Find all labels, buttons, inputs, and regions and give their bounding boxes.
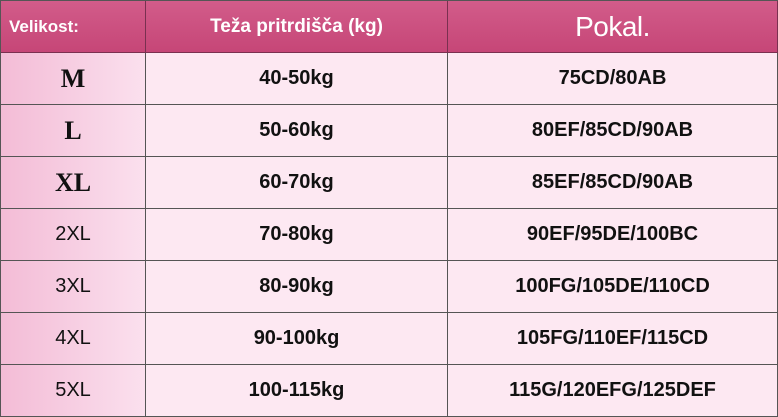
size-cell: 5XL bbox=[1, 365, 146, 417]
size-cell: M bbox=[1, 53, 146, 105]
header-cell: Teža pritrdišča (kg) bbox=[146, 1, 448, 53]
size-cell: L bbox=[1, 105, 146, 157]
table-cell: 100-115kg bbox=[146, 365, 448, 417]
table-cell: 90EF/95DE/100BC bbox=[448, 209, 778, 261]
header-cell: Pokal. bbox=[448, 1, 778, 53]
table-cell: 40-50kg bbox=[146, 53, 448, 105]
table-cell: 100FG/105DE/110CD bbox=[448, 261, 778, 313]
size-cell: 3XL bbox=[1, 261, 146, 313]
table-cell: 90-100kg bbox=[146, 313, 448, 365]
table-cell: 80EF/85CD/90AB bbox=[448, 105, 778, 157]
table-cell: 105FG/110EF/115CD bbox=[448, 313, 778, 365]
table-cell: 50-60kg bbox=[146, 105, 448, 157]
table-cell: 115G/120EFG/125DEF bbox=[448, 365, 778, 417]
table-cell: 80-90kg bbox=[146, 261, 448, 313]
table-cell: 60-70kg bbox=[146, 157, 448, 209]
table-cell: 85EF/85CD/90AB bbox=[448, 157, 778, 209]
size-cell: XL bbox=[1, 157, 146, 209]
size-cell: 2XL bbox=[1, 209, 146, 261]
table-cell: 70-80kg bbox=[146, 209, 448, 261]
header-cell: Velikost: bbox=[1, 1, 146, 53]
table-cell: 75CD/80AB bbox=[448, 53, 778, 105]
size-cell: 4XL bbox=[1, 313, 146, 365]
